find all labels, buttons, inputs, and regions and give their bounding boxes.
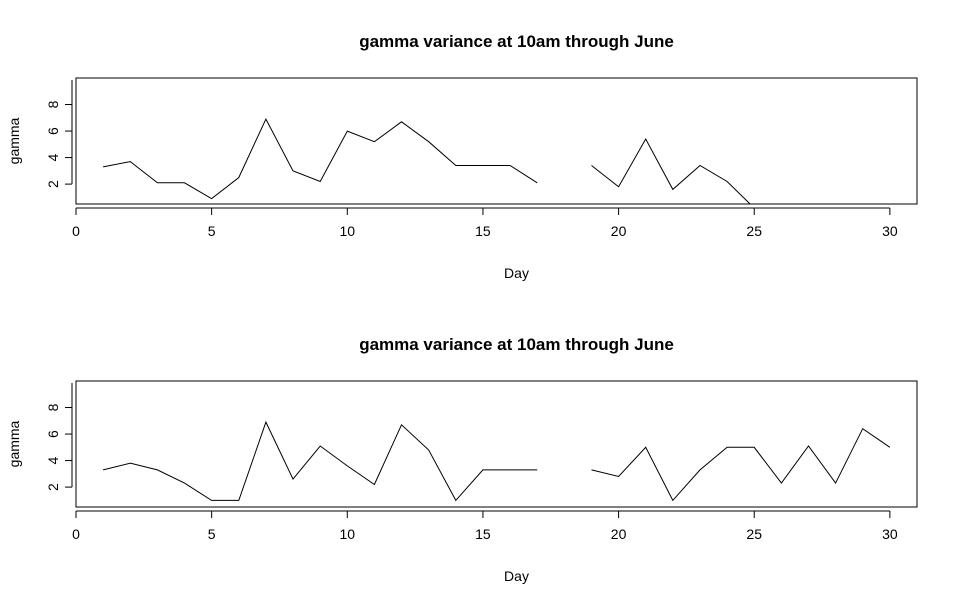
x-tick-label-2-3: 15: [475, 526, 491, 542]
plot-frame-2: [75, 380, 918, 508]
y-tick-label-2-1: 4: [45, 456, 61, 464]
x-tick-label-2-2: 10: [340, 526, 356, 542]
y-axis-label-1: gamma: [6, 117, 22, 164]
x-axis-label-2: Day: [504, 568, 529, 584]
chart-title-1: gamma variance at 10am through June: [359, 32, 674, 51]
y-axis-label-2: gamma: [6, 420, 22, 467]
x-tick-label-1-0: 0: [72, 223, 80, 239]
x-tick-label-1-4: 20: [611, 223, 627, 239]
y-tick-label-1-3: 8: [45, 100, 61, 108]
y-tick-label-1-1: 4: [45, 153, 61, 161]
y-tick-label-1-2: 6: [45, 127, 61, 135]
x-tick-label-1-3: 15: [475, 223, 491, 239]
x-tick-label-2-4: 20: [611, 526, 627, 542]
x-tick-label-2-6: 30: [882, 526, 898, 542]
y-tick-label-1-0: 2: [45, 180, 61, 188]
x-tick-label-1-2: 10: [340, 223, 356, 239]
x-tick-label-1-6: 30: [882, 223, 898, 239]
y-tick-label-2-3: 8: [45, 403, 61, 411]
y-tick-label-2-2: 6: [45, 430, 61, 438]
y-tick-label-2-0: 2: [45, 483, 61, 491]
x-tick-label-1-5: 25: [746, 223, 762, 239]
x-axis-label-1: Day: [504, 265, 529, 281]
chart-title-2: gamma variance at 10am through June: [359, 335, 674, 354]
x-tick-label-1-1: 5: [208, 223, 216, 239]
x-tick-label-2-5: 25: [746, 526, 762, 542]
series-line-1: [103, 117, 751, 204]
plot-frame-1: [75, 77, 918, 205]
x-tick-label-2-1: 5: [208, 526, 216, 542]
x-tick-label-2-0: 0: [72, 526, 80, 542]
series-line-2: [102, 420, 891, 502]
